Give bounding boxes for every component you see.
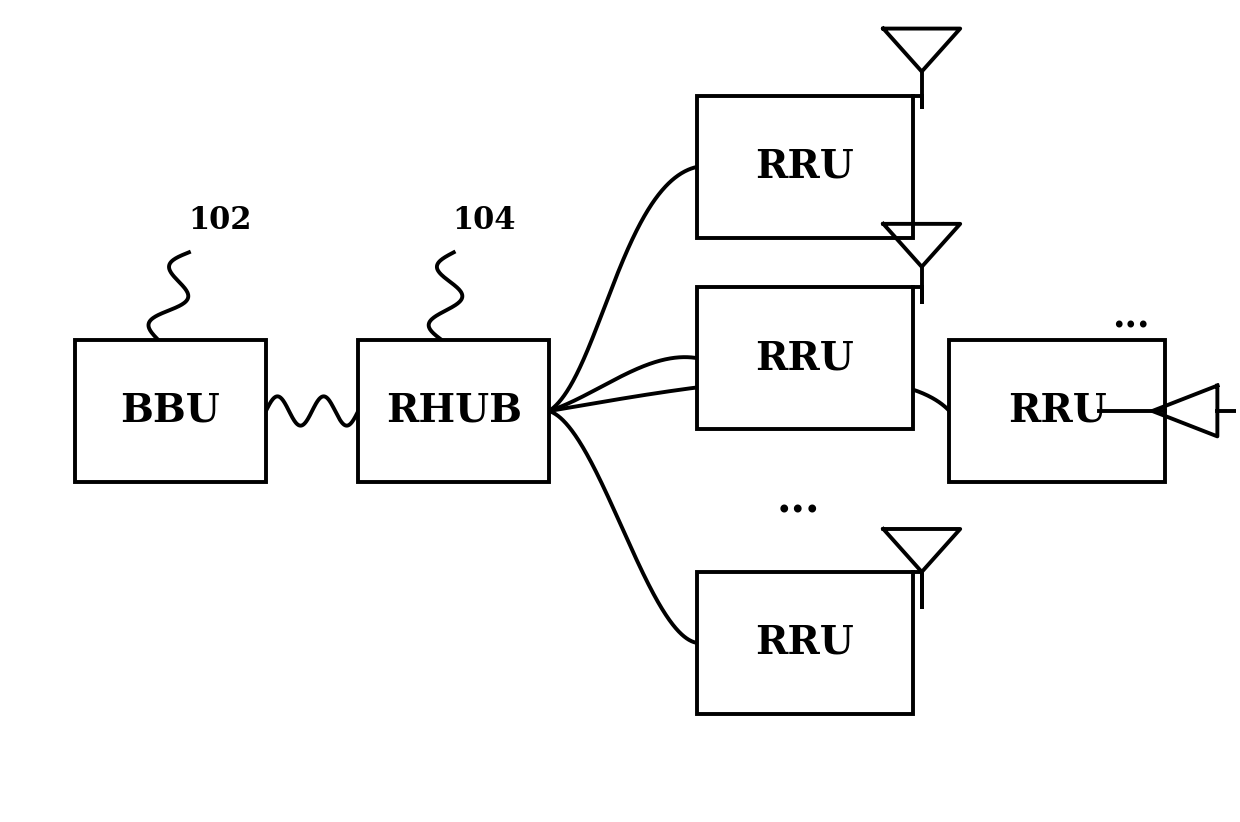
Text: 102: 102 <box>188 205 252 236</box>
Text: RRU: RRU <box>755 624 854 662</box>
Text: RHUB: RHUB <box>386 392 522 430</box>
Bar <box>74 339 265 483</box>
Text: BBU: BBU <box>120 392 221 430</box>
Bar <box>358 339 549 483</box>
Bar <box>697 287 913 429</box>
Bar <box>697 571 913 714</box>
Text: RRU: RRU <box>755 148 854 186</box>
Text: RRU: RRU <box>1008 392 1106 430</box>
Bar <box>950 339 1166 483</box>
Text: RRU: RRU <box>755 339 854 377</box>
Text: ...: ... <box>1112 300 1149 335</box>
Bar <box>697 95 913 238</box>
Text: ...: ... <box>776 479 821 521</box>
Text: 104: 104 <box>453 205 516 236</box>
